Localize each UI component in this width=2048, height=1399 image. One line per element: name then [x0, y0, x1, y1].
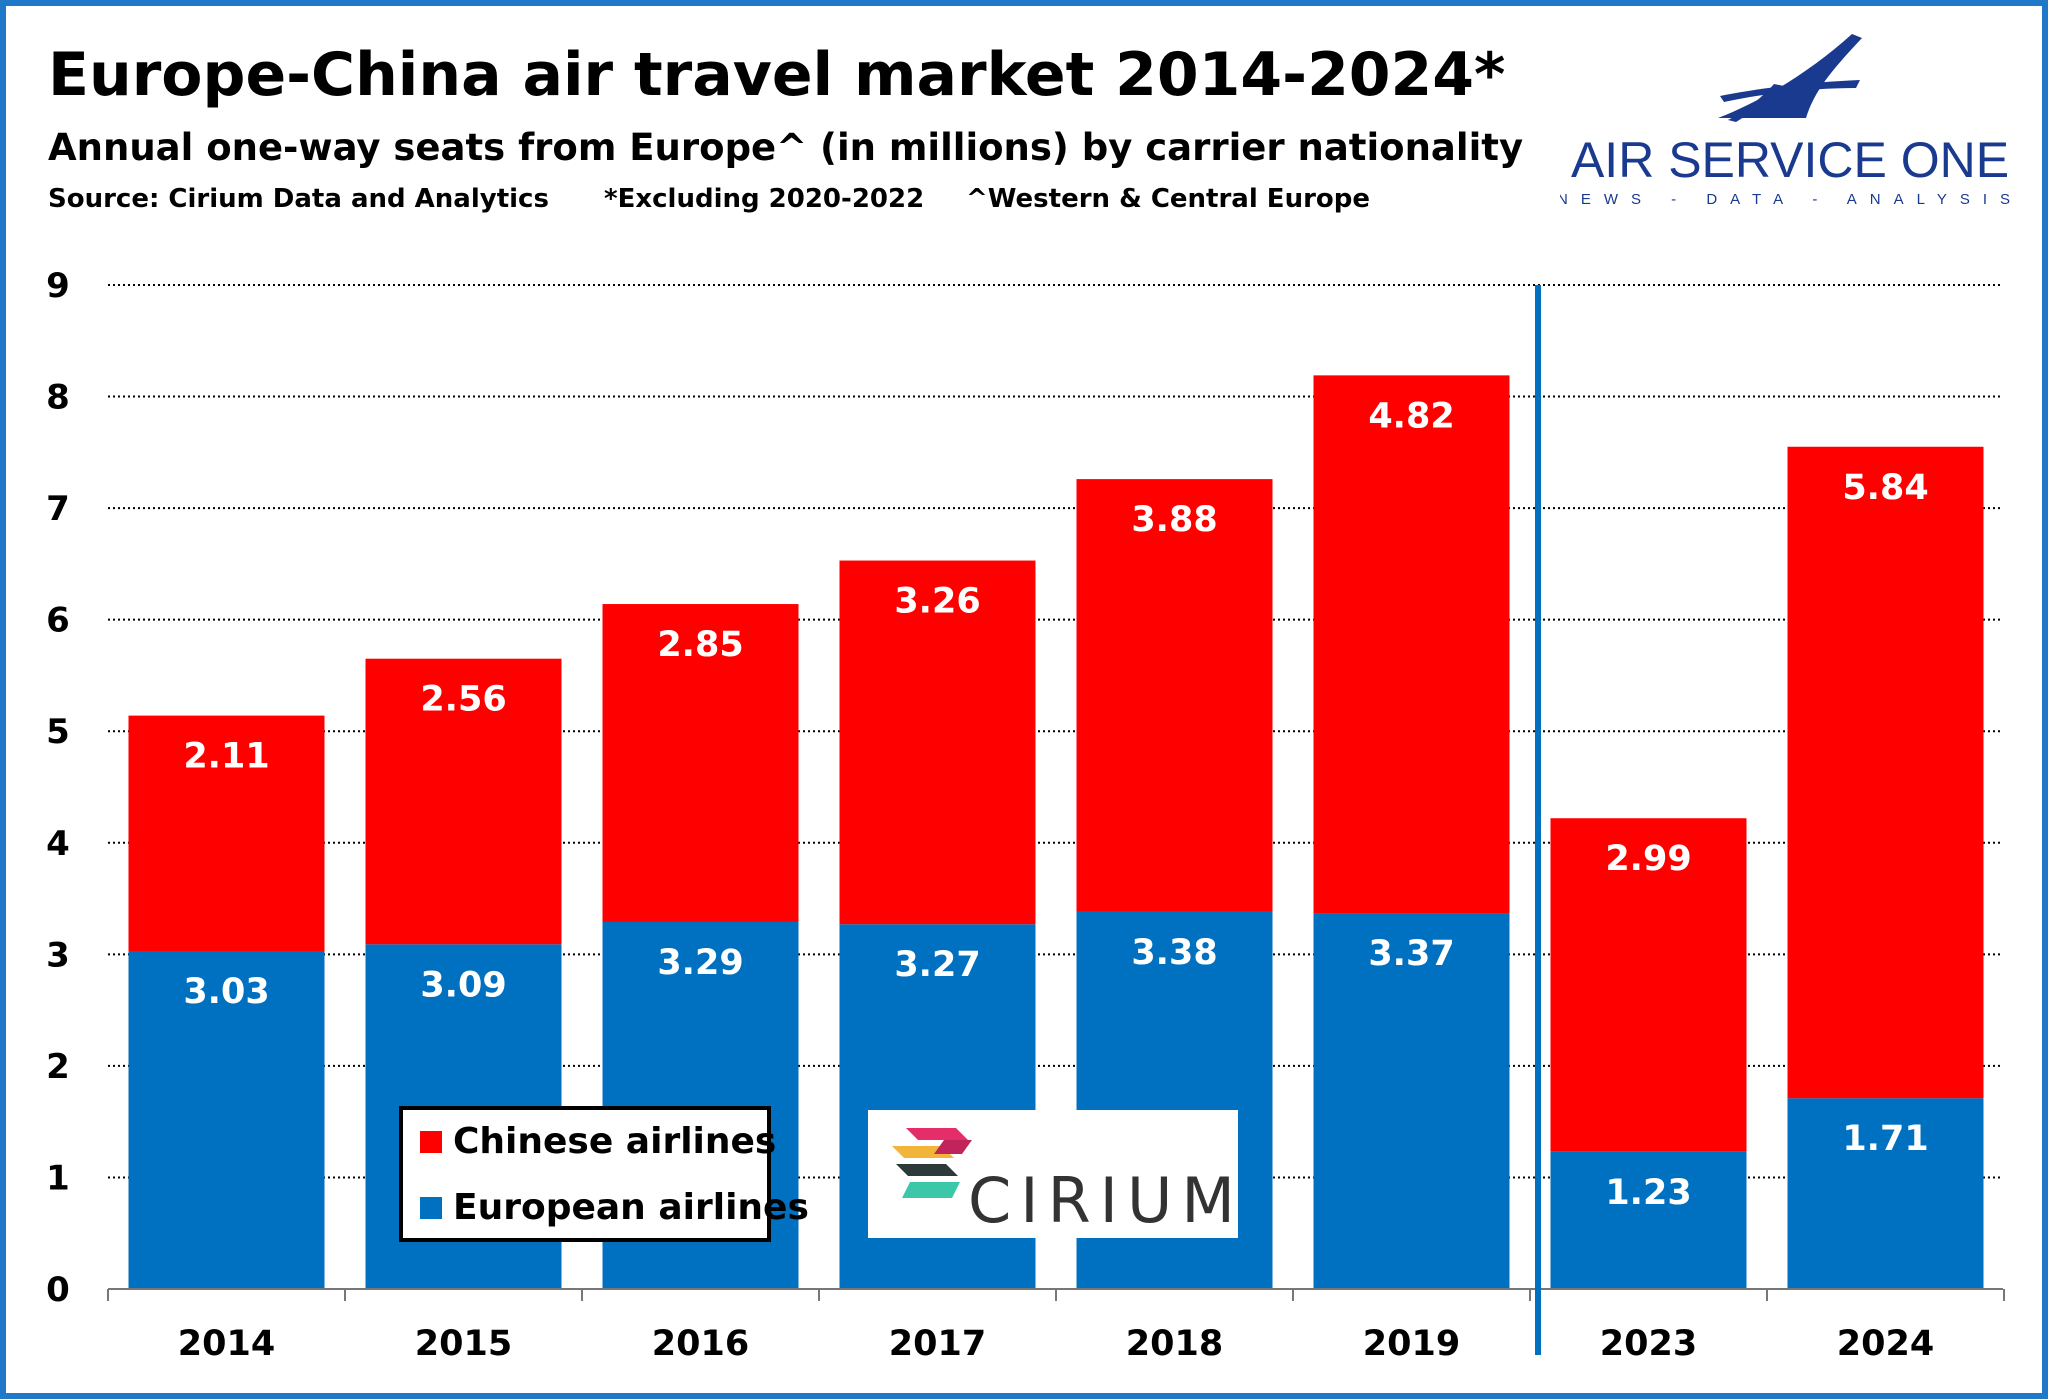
data-label-chinese-2017: 3.26: [894, 582, 980, 622]
x-tick-label-2015: 2015: [415, 1324, 512, 1364]
y-tick-label: 2: [46, 1047, 70, 1087]
chart-subtitle: Annual one-way seats from Europe^ (in mi…: [48, 126, 1524, 169]
x-tick-label-2023: 2023: [1600, 1324, 1697, 1364]
data-label-european-2014: 3.03: [183, 972, 269, 1012]
bar-european-2023: [1550, 1151, 1747, 1289]
data-label-chinese-2019: 4.82: [1368, 396, 1454, 436]
x-axis: 2014 2015 2016 2017 2018 2019 2023 2024: [107, 1288, 2005, 1364]
data-label-european-2024: 1.71: [1842, 1119, 1928, 1159]
y-tick-label: 4: [46, 824, 70, 864]
air-service-one-tagline: NEWS - DATA - ANALYSIS: [1560, 191, 2020, 208]
bar-chinese-2014: [128, 715, 325, 951]
y-tick-label: 3: [46, 935, 70, 975]
data-label-chinese-2015: 2.56: [420, 680, 506, 720]
y-tick-label: 0: [46, 1270, 70, 1310]
bar-european-2014: [128, 950, 325, 1289]
cirium-mark: [892, 1128, 972, 1198]
legend-label-european: European airlines: [453, 1187, 809, 1228]
bar-european-2019: [1313, 913, 1510, 1289]
x-tick-label-2014: 2014: [178, 1324, 275, 1364]
data-label-european-2017: 3.27: [894, 945, 980, 985]
data-label-european-2018: 3.38: [1131, 933, 1217, 973]
y-tick-label: 9: [46, 266, 70, 306]
y-tick-label: 6: [46, 601, 70, 641]
bar-chinese-2016: [602, 604, 799, 922]
bar-chinese-2024: [1787, 446, 1984, 1099]
data-label-chinese-2016: 2.85: [657, 625, 743, 665]
source-note: Source: Cirium Data and Analytics: [48, 184, 549, 214]
bar-chinese-2018: [1076, 479, 1273, 912]
x-tick-label-2016: 2016: [652, 1324, 749, 1364]
y-tick-label: 1: [46, 1158, 70, 1198]
cirium-name: CIRIUM: [968, 1164, 1244, 1237]
data-label-chinese-2014: 2.11: [183, 737, 269, 777]
chart-title: Europe-China air travel market 2014-2024…: [48, 40, 1506, 110]
excluding-note: *Excluding 2020-2022: [604, 184, 925, 214]
legend: Chinese airlines European airlines: [399, 1106, 809, 1242]
air-service-one-name: AIR SERVICE ONE: [1571, 132, 2009, 188]
data-label-european-2015: 3.09: [420, 965, 506, 1005]
bar-chinese-2017: [839, 560, 1036, 925]
bar-value-labels: 3.03 2.11 3.09 2.56 3.29 2.85 3.27 3.26 3.38 3.88…: [183, 396, 1928, 1212]
y-tick-label: 5: [46, 712, 70, 752]
bar-european-2024: [1787, 1098, 1984, 1289]
data-label-european-2016: 3.29: [657, 943, 743, 983]
legend-swatch-european: [420, 1197, 442, 1219]
x-tick-label-2024: 2024: [1837, 1324, 1934, 1364]
y-tick-label: 7: [46, 489, 70, 529]
x-tick-label-2017: 2017: [889, 1324, 986, 1364]
data-label-chinese-2018: 3.88: [1131, 500, 1217, 540]
legend-label-chinese: Chinese airlines: [453, 1121, 776, 1162]
data-label-european-2019: 3.37: [1368, 934, 1454, 974]
region-note: ^Western & Central Europe: [966, 184, 1371, 214]
bar-chinese-2019: [1313, 375, 1510, 914]
y-tick-label: 8: [46, 378, 70, 418]
legend-swatch-chinese: [420, 1131, 442, 1153]
cirium-logo: CIRIUM: [868, 1110, 1244, 1238]
y-axis-ticks: 0 1 2 3 4 5 6 7 8 9: [46, 266, 70, 1310]
data-label-chinese-2024: 5.84: [1842, 468, 1928, 508]
data-label-european-2023: 1.23: [1605, 1173, 1691, 1213]
legend-box: [399, 1106, 771, 1242]
x-tick-label-2019: 2019: [1363, 1324, 1460, 1364]
air-service-one-mark: [1718, 34, 1862, 122]
bar-chinese-2015: [365, 658, 562, 945]
air-service-one-logo: AIR SERVICE ONE NEWS - DATA - ANALYSIS: [1560, 34, 2020, 208]
bar-chinese-2023: [1550, 818, 1747, 1152]
x-tick-label-2018: 2018: [1126, 1324, 1223, 1364]
data-label-chinese-2023: 2.99: [1605, 839, 1691, 879]
